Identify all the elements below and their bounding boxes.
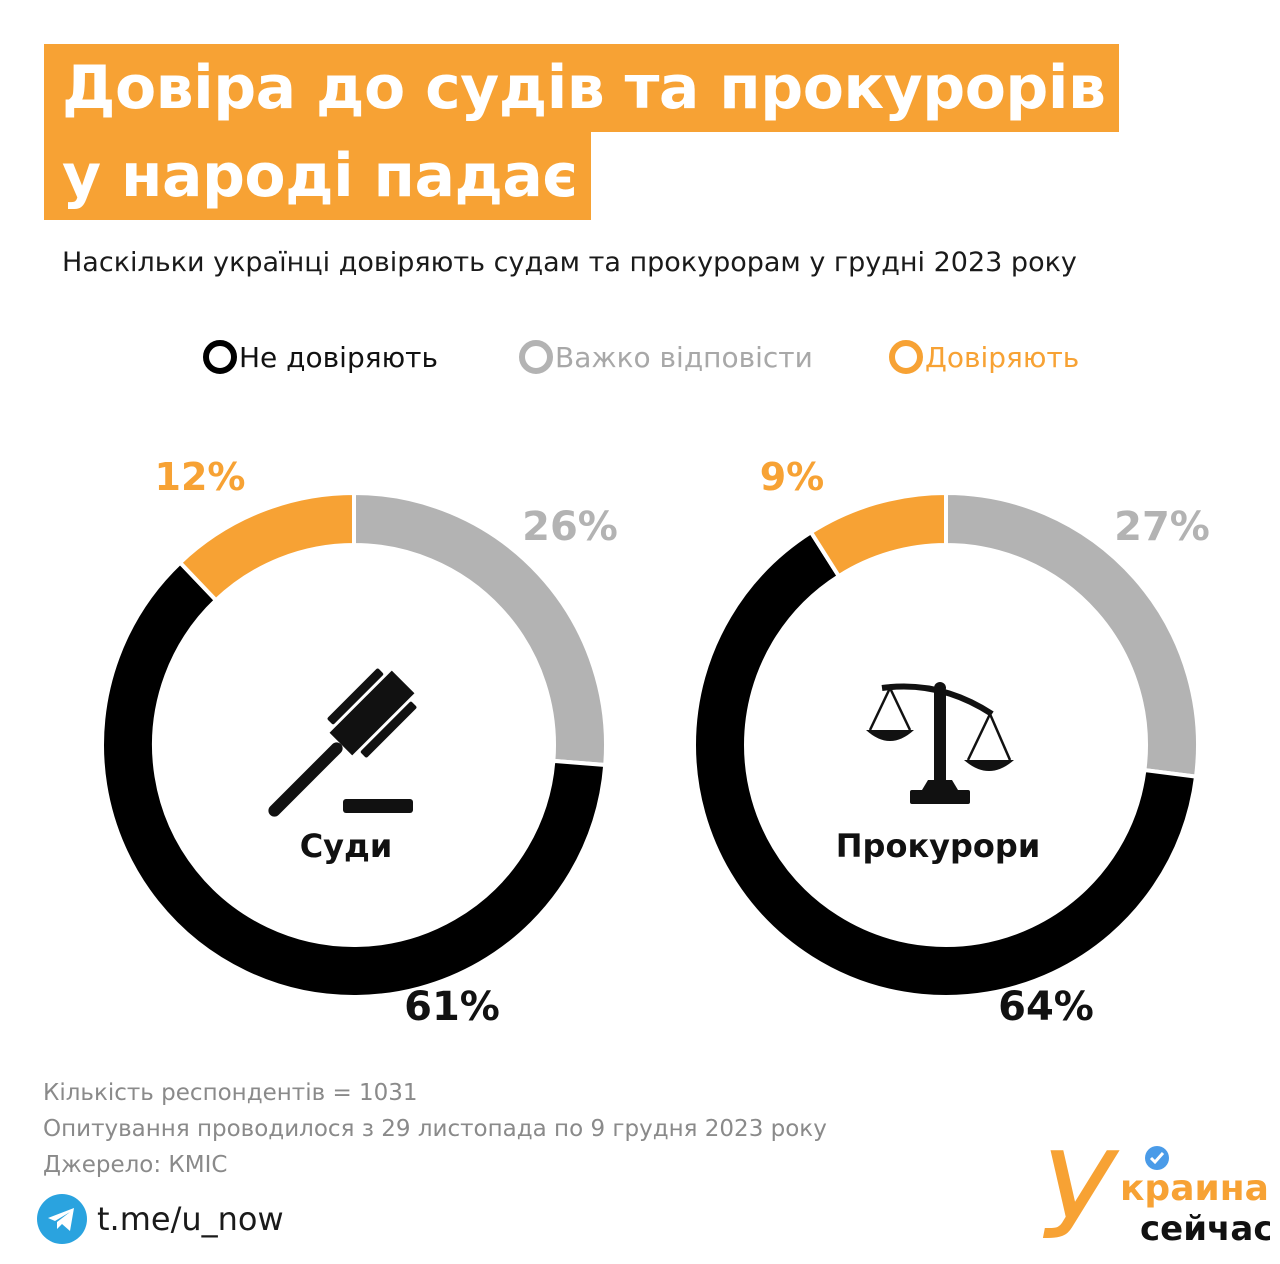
legend-ring-icon (519, 340, 553, 374)
logo: У краина сейчас (1040, 1128, 1273, 1264)
slice-trust (808, 490, 948, 579)
source-note: Джерело: КМІС (43, 1152, 228, 1178)
label-distrust: 64% (998, 984, 1094, 1030)
legend-item-hard-to-say: Важко відповісти (519, 340, 813, 374)
verified-badge-icon (1145, 1146, 1169, 1170)
donut-prosecutors (692, 490, 1200, 999)
donut-courts (100, 490, 608, 999)
label-distrust: 61% (404, 984, 500, 1030)
survey-period-note: Опитування проводилося з 29 листопада по… (43, 1116, 827, 1142)
slice-distrust (692, 529, 1199, 999)
title-line-1: Довіра до судів та прокурорів (44, 44, 1120, 132)
legend-ring-icon (203, 340, 237, 374)
telegram-link[interactable]: t.me/u_now (37, 1194, 284, 1244)
scales-icon (866, 682, 1014, 804)
legend-label: Довіряють (925, 340, 1080, 374)
title-line-2: у народі падає (44, 132, 592, 220)
legend-item-distrust: Не довіряють (203, 340, 438, 374)
label-trust: 9% (760, 455, 825, 499)
legend-item-trust: Довіряють (889, 340, 1079, 374)
logo-line-1: краина (1120, 1168, 1269, 1209)
slice-distrust (100, 559, 608, 999)
subtitle: Наскільки українці довіряють судам та пр… (62, 247, 1077, 278)
footer-notes: Кількість респондентів = 1031 Опитування… (43, 1075, 827, 1183)
legend-label: Не довіряють (239, 340, 438, 374)
slice-trust (177, 490, 356, 604)
title-block: Довіра до судів та прокурорів у народі п… (44, 44, 1120, 220)
legend: Не довіряють Важко відповісти Довіряють (0, 340, 1280, 390)
logo-line-2: сейчас (1140, 1209, 1270, 1249)
logo-letter: У (1040, 1128, 1120, 1258)
telegram-icon (37, 1194, 87, 1244)
respondents-note: Кількість респондентів = 1031 (43, 1080, 418, 1106)
label-trust: 12% (155, 455, 246, 499)
legend-label: Важко відповісти (555, 340, 813, 374)
telegram-link-text[interactable]: t.me/u_now (97, 1200, 284, 1238)
label-hard-to-say: 27% (1114, 504, 1210, 550)
chart-title: Суди (300, 827, 393, 865)
chart-title: Прокурори (836, 827, 1040, 865)
legend-ring-icon (889, 340, 923, 374)
label-hard-to-say: 26% (522, 504, 618, 550)
gavel-icon (268, 668, 417, 817)
logo-mark: У краина сейчас (1040, 1128, 1273, 1264)
